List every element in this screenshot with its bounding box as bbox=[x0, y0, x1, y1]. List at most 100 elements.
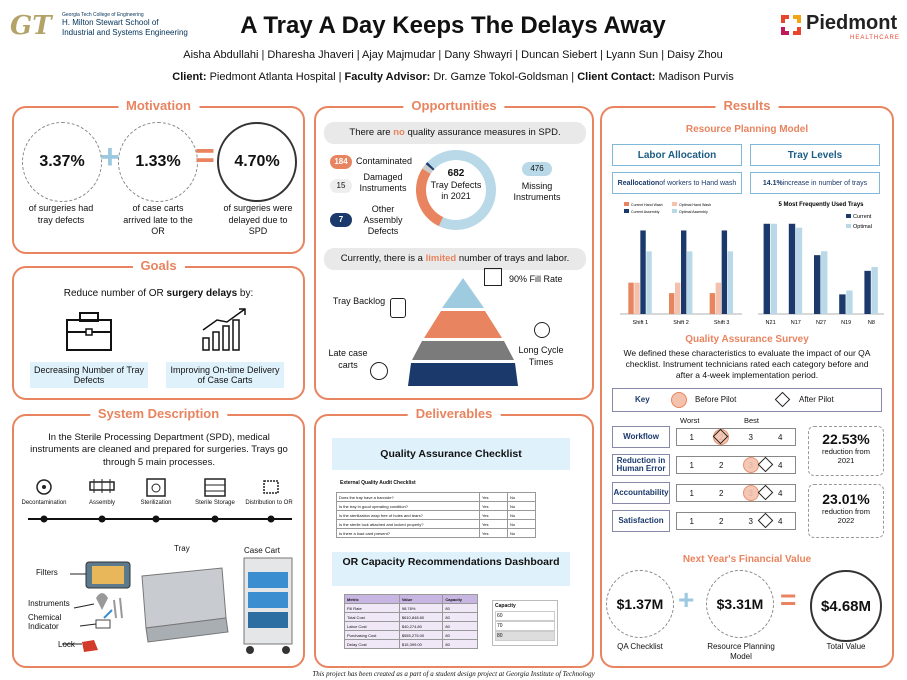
scale-cell: 1 bbox=[689, 460, 694, 470]
dash-cell: $15,399.00 bbox=[398, 639, 444, 649]
opportunities-panel: Opportunities There are no quality assur… bbox=[314, 98, 594, 400]
capacity-option-80[interactable]: 80 bbox=[495, 631, 555, 641]
dash-cell: 80 bbox=[442, 603, 478, 613]
legend-label: Current bbox=[853, 214, 872, 220]
motivation-plus: + bbox=[100, 138, 120, 176]
dashboard-table: Metric Value Capacity Fill Rate 98.78% 80 Tota… bbox=[344, 594, 478, 649]
qa-question: Is the tray in good operating condition? bbox=[336, 501, 480, 511]
results-title: Results bbox=[715, 98, 779, 113]
qa-question: Is the sterilization wrap free of holes … bbox=[336, 510, 480, 520]
opportunities-title: Opportunities bbox=[403, 98, 505, 113]
before-label: Before Pilot bbox=[695, 395, 737, 404]
donut-slice-missing bbox=[427, 150, 496, 230]
qa-option[interactable]: No bbox=[507, 528, 536, 538]
survey-row-label: Satisfaction bbox=[612, 510, 670, 532]
qa-row: Is there a load card present? Yes No bbox=[336, 528, 536, 538]
step-sterilization: Sterilization bbox=[140, 500, 172, 506]
dash-row: Purchasing Cost $555,275.00 80 bbox=[344, 630, 478, 640]
clock-icon bbox=[534, 322, 550, 338]
goals-title: Goals bbox=[132, 258, 185, 273]
donut-slice-other bbox=[425, 162, 435, 171]
labor-note-bold: Reallocation bbox=[617, 179, 660, 187]
legend-swatch bbox=[846, 224, 851, 228]
goals-lead-end: by: bbox=[237, 288, 254, 299]
bar bbox=[687, 251, 693, 314]
deliverables-panel: Deliverables Quality Assurance Checklist… bbox=[314, 406, 594, 668]
goals-lead: Reduce number of OR surgery delays by: bbox=[14, 288, 303, 299]
dash-cell: 80 bbox=[442, 630, 478, 640]
opp-banner-2-hl: limited bbox=[425, 253, 457, 264]
contaminated-label: Contaminated bbox=[356, 156, 413, 166]
toolbox-icon bbox=[64, 310, 114, 357]
qa-option[interactable]: Yes bbox=[479, 492, 508, 502]
tick-label: Shift 3 bbox=[714, 320, 730, 326]
process-line bbox=[28, 518, 292, 520]
qa-option[interactable]: Yes bbox=[479, 501, 508, 511]
qa-option[interactable]: No bbox=[507, 501, 536, 511]
qa-option[interactable]: Yes bbox=[479, 519, 508, 529]
legend-label: Optimal bbox=[853, 224, 872, 230]
qa-option[interactable]: Yes bbox=[479, 510, 508, 520]
bar bbox=[795, 227, 803, 314]
tick-label: N8 bbox=[868, 320, 875, 326]
survey-key: Key Before Pilot After Pilot bbox=[612, 388, 882, 412]
motivation-label-2: of case carts arrived late to the OR bbox=[123, 203, 193, 237]
label-instruments: Instruments bbox=[28, 599, 70, 608]
after-marker bbox=[774, 391, 791, 408]
fin-plus: + bbox=[678, 584, 695, 615]
fill-rate-label: 90% Fill Rate bbox=[509, 274, 563, 284]
chart-title: 5 Most Frequently Used Trays bbox=[778, 202, 864, 208]
footer: This project has been created as a part … bbox=[312, 670, 595, 678]
fin-label-3: Total Value bbox=[826, 642, 866, 651]
before-marker bbox=[743, 457, 759, 473]
qa-option[interactable]: No bbox=[507, 519, 536, 529]
growth-chart-icon bbox=[199, 306, 251, 357]
authors: Aisha Abdullahi | Dharesha Jhaveri | Aja… bbox=[183, 49, 723, 61]
bar bbox=[871, 266, 878, 314]
before-marker bbox=[743, 485, 759, 501]
bar bbox=[640, 230, 646, 314]
damaged-badge: 15 bbox=[330, 179, 352, 193]
school-line1: Georgia Tech College of Engineering bbox=[62, 12, 144, 18]
legend-swatch bbox=[624, 209, 629, 213]
motivation-value-2: 1.33% bbox=[135, 153, 181, 170]
bar bbox=[727, 251, 734, 314]
qa-question: Is the sterile lock attached and locked … bbox=[336, 519, 480, 529]
goals-lead-a: Reduce number of OR bbox=[63, 288, 167, 299]
capacity-option-60[interactable]: 60 bbox=[495, 611, 555, 621]
piedmont-logo: Piedmont HEALTHCARE bbox=[778, 12, 899, 42]
capacity-option-70[interactable]: 70 bbox=[495, 621, 555, 631]
school-line2: H. Milton Stewart School of bbox=[62, 18, 159, 28]
qa-option[interactable]: No bbox=[507, 492, 536, 502]
client-line: Client: Piedmont Atlanta Hospital | Facu… bbox=[100, 71, 806, 83]
motivation-circle-3: 4.70% bbox=[217, 122, 297, 202]
label-chemical: Chemical Indicator bbox=[28, 613, 62, 631]
dash-row: Labor Cost $40,274.80 80 bbox=[344, 621, 478, 631]
qa-option[interactable]: Yes bbox=[479, 528, 508, 538]
fin-circle-3: $4.68M bbox=[810, 570, 882, 642]
dash-cell: Delay Cost bbox=[344, 639, 400, 649]
tray-note: 14.1% increase in number of trays bbox=[750, 172, 880, 194]
stat-box-1: 22.53% reduction from 2021 bbox=[808, 426, 884, 476]
donut-slice-damaged bbox=[422, 164, 434, 174]
deliverables-title: Deliverables bbox=[407, 406, 501, 421]
bar bbox=[721, 230, 728, 314]
results-panel: Results Resource Planning Model Labor Al… bbox=[600, 98, 894, 668]
scale-cell: 2 bbox=[719, 516, 724, 526]
capacity-selector[interactable]: Capacity 60 70 80 bbox=[492, 600, 558, 646]
qa-survey-title: Quality Assurance Survey bbox=[685, 334, 809, 345]
best-label: Best bbox=[744, 416, 760, 425]
system-text: In the Sterile Processing Department (SP… bbox=[30, 432, 288, 468]
scale-cell: 1 bbox=[689, 516, 694, 526]
donut-center-value: 682 bbox=[447, 168, 465, 179]
dash-cell: 98.78% bbox=[398, 603, 444, 613]
qa-option[interactable]: No bbox=[507, 510, 536, 520]
motivation-panel: Motivation 3.37% + 1.33% = 4.70% of surg… bbox=[12, 98, 305, 254]
before-marker bbox=[671, 392, 687, 408]
qa-survey-text: We defined these characteristics to eval… bbox=[623, 348, 871, 381]
label-cart: Case Cart bbox=[244, 546, 281, 555]
client-label: Client: bbox=[172, 71, 207, 83]
advisor-value: Dr. Gamze Tokol-Goldsman | bbox=[430, 71, 575, 83]
